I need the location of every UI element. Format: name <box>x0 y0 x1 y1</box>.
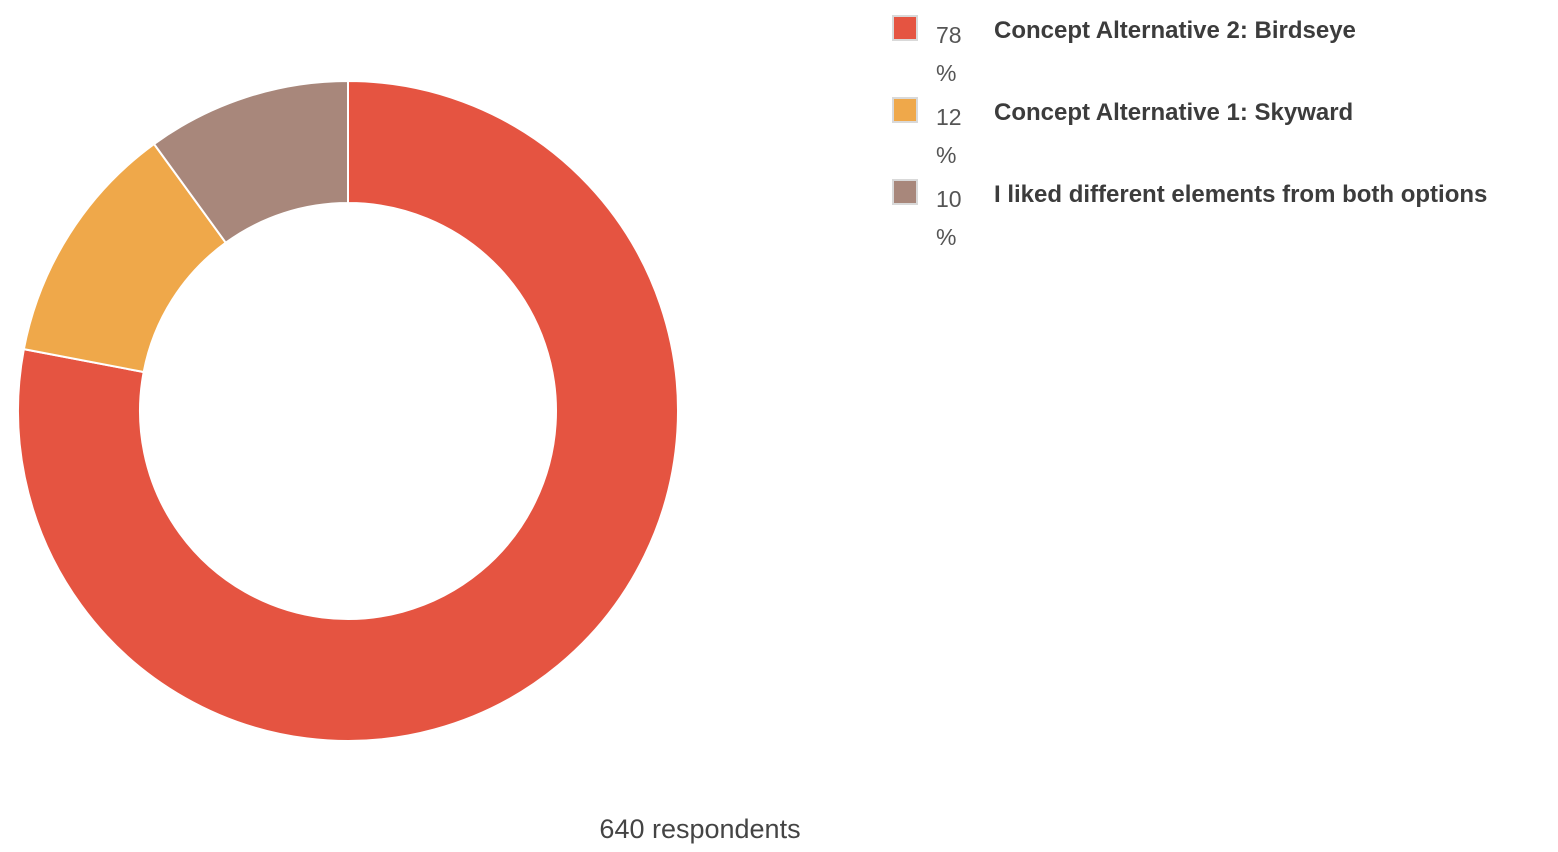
slice-both-options[interactable] <box>152 79 349 245</box>
legend-label-birdseye: Concept Alternative 2: Birdseye <box>994 17 1356 44</box>
legend-label-skyward: Concept Alternative 1: Skyward <box>994 99 1354 126</box>
legend-swatch-birdseye <box>892 15 918 41</box>
legend-swatch-skyward <box>892 97 918 123</box>
legend-percent-birdseye: 78 % <box>936 22 962 86</box>
slice-group <box>17 79 679 742</box>
legend-percent-skyward: 12 % <box>936 104 962 168</box>
legend: 78 % Concept Alternative 2: Birdseye 12 … <box>890 12 1550 258</box>
legend-percent-both-options: 10 % <box>936 186 962 250</box>
respondent-count: 640 respondents <box>599 814 801 844</box>
legend-item-both-options[interactable]: 10 % I liked different elements from bot… <box>890 176 1550 258</box>
donut-plot <box>17 79 679 742</box>
slice-birdseye[interactable] <box>17 79 679 742</box>
legend-swatch-both-options <box>892 179 918 205</box>
legend-label-both-options: I liked different elements from both opt… <box>994 181 1488 208</box>
legend-item-birdseye[interactable]: 78 % Concept Alternative 2: Birdseye <box>890 12 1550 94</box>
legend-item-skyward[interactable]: 12 % Concept Alternative 1: Skyward <box>890 94 1550 176</box>
